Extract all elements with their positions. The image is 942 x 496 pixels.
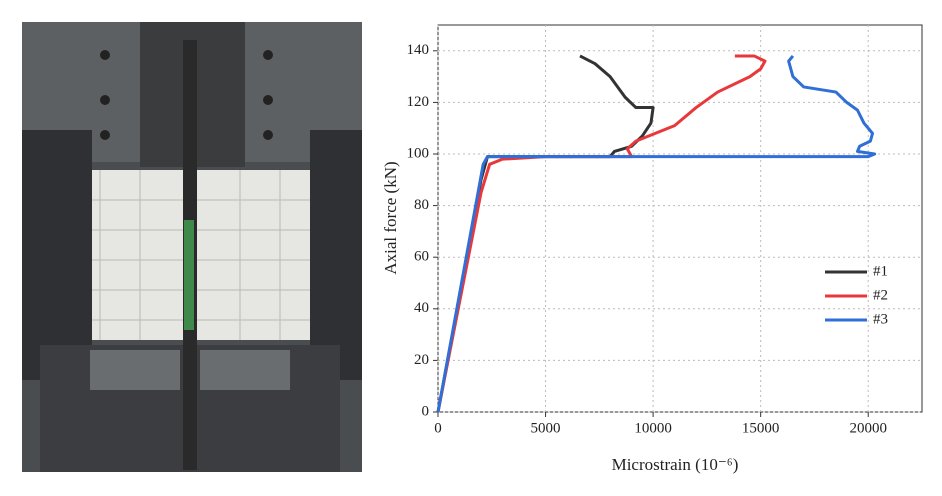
x-axis-label: Microstrain (10⁻⁶) (612, 455, 739, 474)
y-tick-label: 100 (407, 145, 430, 161)
line (436, 54, 767, 413)
y-tick-label: 0 (422, 403, 430, 419)
line (436, 54, 877, 413)
x-tick-label: 20000 (849, 420, 887, 436)
y-tick-label: 20 (414, 352, 429, 368)
x-tick-label: 15000 (742, 420, 780, 436)
y-tick-label: 140 (407, 42, 430, 58)
photo (22, 22, 362, 472)
plot-frame (437, 24, 923, 413)
x-tick-label: 0 (434, 420, 442, 436)
y-tick-label: 60 (414, 249, 429, 265)
x-tick-label: 5000 (531, 420, 561, 436)
x-tick-label: 10000 (634, 420, 672, 436)
legend-label: #2 (873, 287, 888, 303)
y-tick-label: 120 (407, 94, 430, 110)
y-axis-label: Axial force (kN) (381, 161, 400, 274)
y-tick-label: 40 (414, 300, 429, 316)
y-tick-label: 80 (414, 197, 429, 213)
legend-label: #1 (873, 263, 888, 279)
legend-label: #3 (873, 311, 888, 327)
